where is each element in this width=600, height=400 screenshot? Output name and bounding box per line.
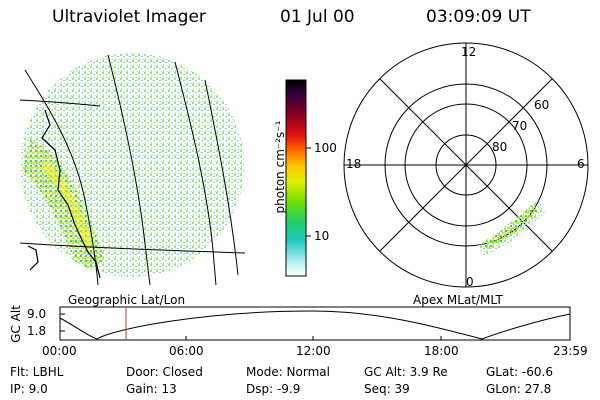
coastline — [27, 109, 101, 279]
date-label: 01 Jul 00 — [280, 7, 355, 27]
strip-xtick-06: 06:00 — [169, 344, 204, 358]
time-label: 03:09:09 UT — [426, 7, 531, 27]
info-ip: IP: 9.0 — [10, 382, 48, 396]
mlt-label-18: 18 — [346, 157, 362, 171]
info-glon: GLon: 27.8 — [486, 382, 552, 396]
colorbar — [285, 79, 307, 277]
colorbar-unit: photon cm⁻²s⁻¹ — [273, 120, 287, 214]
polar-diag-2 — [379, 78, 553, 252]
geographic-map — [20, 53, 245, 285]
altitude-curve — [59, 310, 571, 340]
strip-xtick-00: 00:00 — [42, 344, 77, 358]
info-door: Door: Closed — [126, 365, 203, 379]
info-seq: Seq: 39 — [364, 382, 410, 396]
lat-label-60: 60 — [534, 98, 550, 112]
info-dsp: Dsp: -9.9 — [246, 382, 301, 396]
strip-ytick-1.8: 1.8 — [27, 324, 47, 338]
map-grid — [20, 54, 245, 285]
info-gc-alt: GC Alt: 3.9 Re — [364, 365, 448, 379]
info-gain: Gain: 13 — [126, 382, 177, 396]
strip-frame — [59, 306, 571, 341]
polar-plot — [343, 42, 589, 288]
strip-ylabel: GC Alt — [9, 305, 23, 343]
info-glat: GLat: -60.6 — [486, 365, 553, 379]
lat-label-70: 70 — [512, 119, 528, 133]
strip-xtick-12: 12:00 — [296, 344, 331, 358]
polar-caption: Apex MLat/MLT — [413, 293, 503, 307]
mlt-label-6: 6 — [577, 157, 585, 171]
mlt-label-0: 0 — [466, 275, 474, 289]
instrument-title: Ultraviolet Imager — [52, 7, 206, 27]
strip-xtick-2359: 23:59 — [553, 344, 588, 358]
mlt-label-12: 12 — [461, 45, 477, 59]
altitude-strip — [59, 306, 571, 341]
strip-ytick-9: 9.0 — [27, 307, 47, 321]
info-mode: Mode: Normal — [246, 365, 330, 379]
strip-xtick-18: 18:00 — [424, 344, 459, 358]
map-caption: Geographic Lat/Lon — [68, 293, 186, 307]
polar-aurora — [478, 200, 545, 256]
colorbar-label-100: 100 — [314, 141, 337, 155]
colorbar-label-10: 10 — [314, 229, 330, 243]
lat-label-80: 80 — [492, 140, 508, 154]
info-flt: Flt: LBHL — [10, 365, 64, 379]
